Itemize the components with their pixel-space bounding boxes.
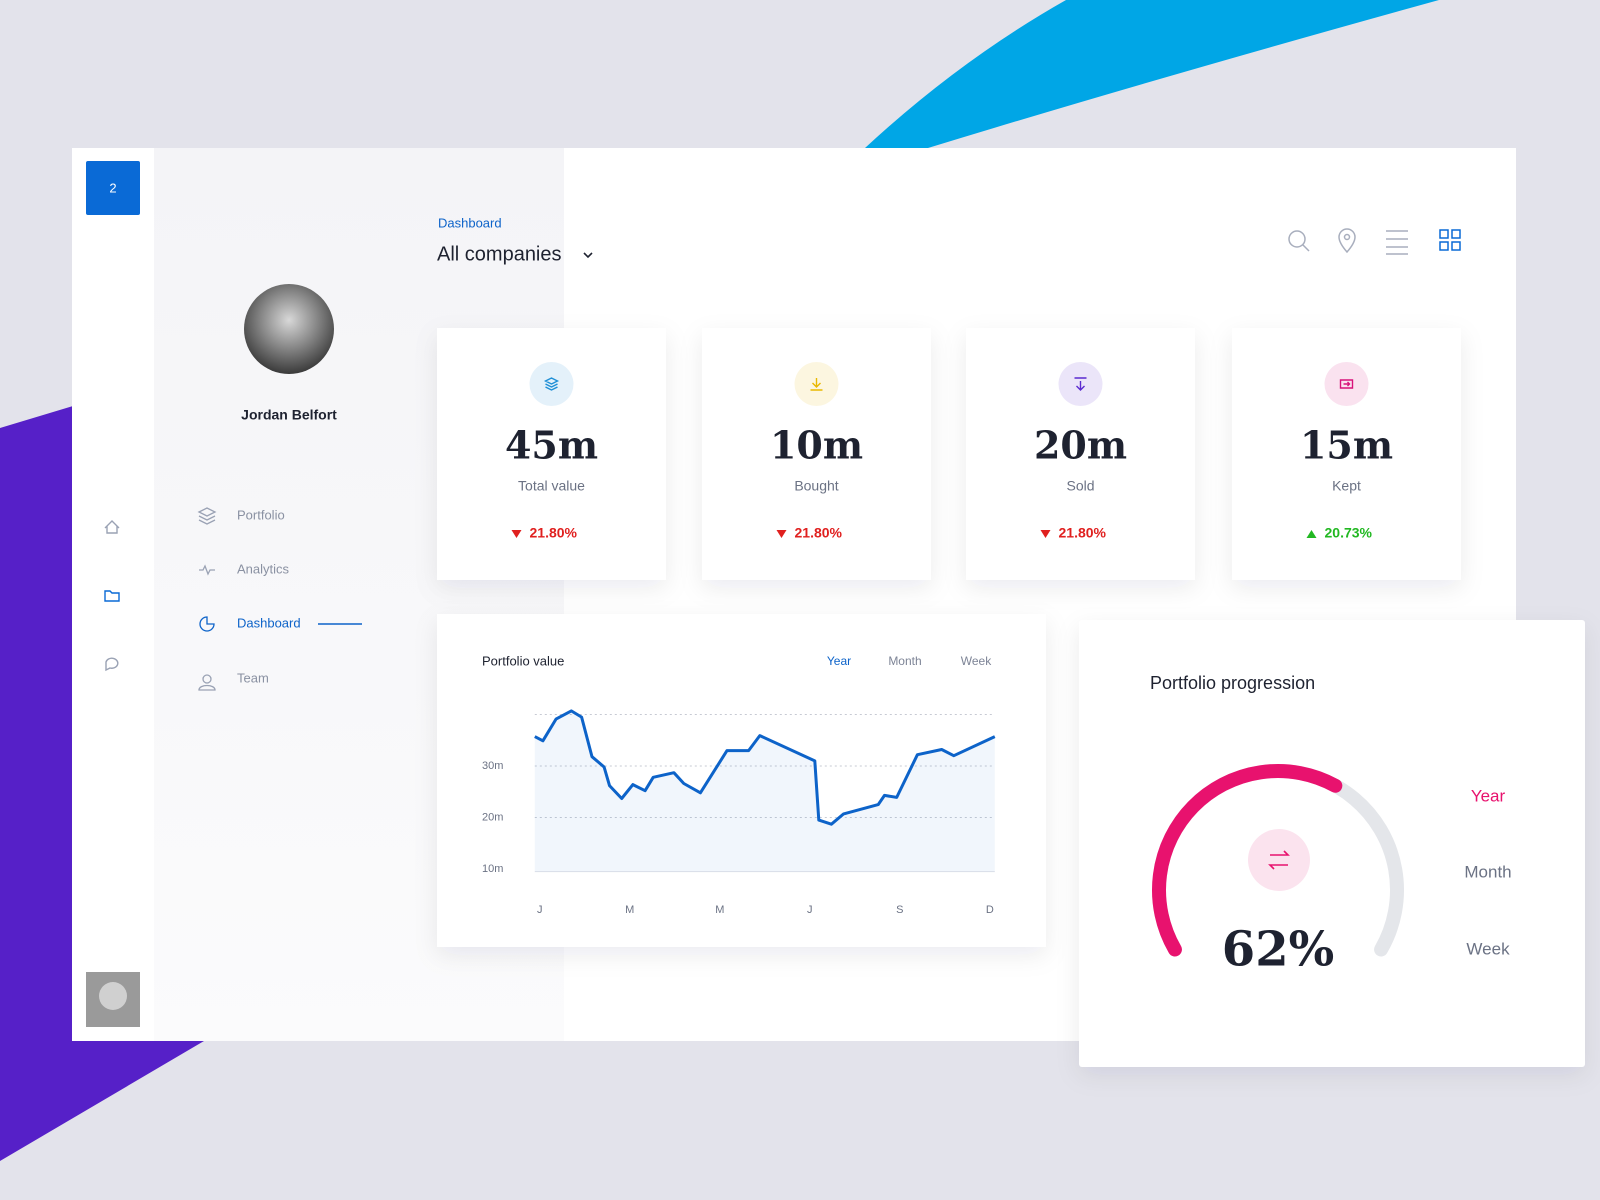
progression-tab[interactable]: Week [1466, 939, 1510, 958]
home-icon[interactable] [104, 520, 120, 534]
y-tick-label: 10m [482, 863, 503, 875]
page-title[interactable]: All companies [437, 243, 562, 265]
trend-arrow [776, 530, 787, 538]
stat-change: 21.80% [795, 525, 843, 541]
search-icon[interactable] [1288, 230, 1306, 248]
stat-icon [1074, 377, 1087, 391]
area [534, 710, 995, 872]
profile-avatar [244, 284, 334, 374]
x-tick-label: J [807, 904, 813, 916]
progression-tab[interactable]: Month [1464, 862, 1511, 881]
nav-icon [197, 507, 217, 525]
badge-text: 2 [109, 180, 116, 195]
stat-icon [543, 377, 560, 391]
line [534, 709, 996, 826]
toolbar [1288, 228, 1461, 255]
chat-icon[interactable] [105, 657, 119, 672]
y-tick-label: 20m [482, 811, 503, 823]
chart-card [437, 614, 1046, 947]
user-thumbnail-face [99, 982, 127, 1010]
trend-arrow [1306, 530, 1317, 538]
progression-value: 62% [1222, 922, 1334, 978]
swap-icon-bg [1248, 829, 1310, 891]
bg-shape [0, 406, 204, 1161]
x-tick-label: D [986, 904, 994, 916]
progression-tab[interactable]: Year [1471, 786, 1506, 805]
stat-value: 15m [1300, 423, 1393, 468]
swap-icon [1268, 850, 1290, 870]
nav-icon [199, 616, 215, 632]
nav-item[interactable]: Portfolio [237, 507, 285, 522]
dropdown-caret[interactable] [583, 252, 593, 259]
folder-icon[interactable] [104, 590, 120, 602]
stat-label: Total value [518, 478, 585, 494]
y-tick-label: 30m [482, 760, 503, 772]
list-icon[interactable] [1386, 230, 1408, 255]
nav-item[interactable]: Team [237, 670, 269, 685]
stat-value: 20m [1034, 423, 1127, 468]
progression-title: Portfolio progression [1150, 673, 1315, 693]
stat-label: Sold [1066, 478, 1094, 494]
stat-change: 20.73% [1325, 525, 1373, 541]
gauge-fill [1152, 764, 1343, 957]
grid-icon[interactable] [1439, 229, 1461, 251]
stat-label: Bought [794, 478, 838, 494]
nav-item[interactable]: Analytics [237, 561, 290, 576]
chart-tab[interactable]: Year [827, 654, 851, 668]
x-tick-label: S [896, 904, 903, 916]
stat-icon [1339, 379, 1354, 389]
x-tick-label: M [715, 904, 724, 916]
badge[interactable] [86, 161, 140, 215]
stat-icon [810, 378, 823, 391]
stat-value: 10m [770, 423, 863, 468]
stat-change: 21.80% [1059, 525, 1107, 541]
stat-card [1232, 328, 1461, 580]
x-tick-label: M [625, 904, 634, 916]
location-icon[interactable] [1338, 228, 1356, 254]
breadcrumb[interactable]: Dashboard [438, 215, 502, 230]
sidebar-icons [104, 520, 120, 672]
nav-icon [198, 674, 216, 691]
stat-card [437, 328, 666, 580]
nav-item[interactable]: Dashboard [237, 615, 301, 630]
x-tick-label: J [537, 904, 543, 916]
stat-label: Kept [1332, 478, 1361, 494]
stat-card [966, 328, 1195, 580]
bg-shape [865, 0, 1439, 148]
nav-icon [199, 564, 215, 576]
profile-name: Jordan Belfort [241, 407, 337, 423]
progression-card [1079, 620, 1585, 1067]
stat-value: 45m [505, 423, 598, 468]
trend-arrow [1040, 530, 1051, 538]
stat-card [702, 328, 931, 580]
trend-arrow [511, 530, 522, 538]
chart-tab[interactable]: Month [888, 654, 921, 668]
stat-change: 21.80% [530, 525, 578, 541]
chart-tab[interactable]: Week [961, 654, 992, 668]
chart-title: Portfolio value [482, 653, 564, 668]
